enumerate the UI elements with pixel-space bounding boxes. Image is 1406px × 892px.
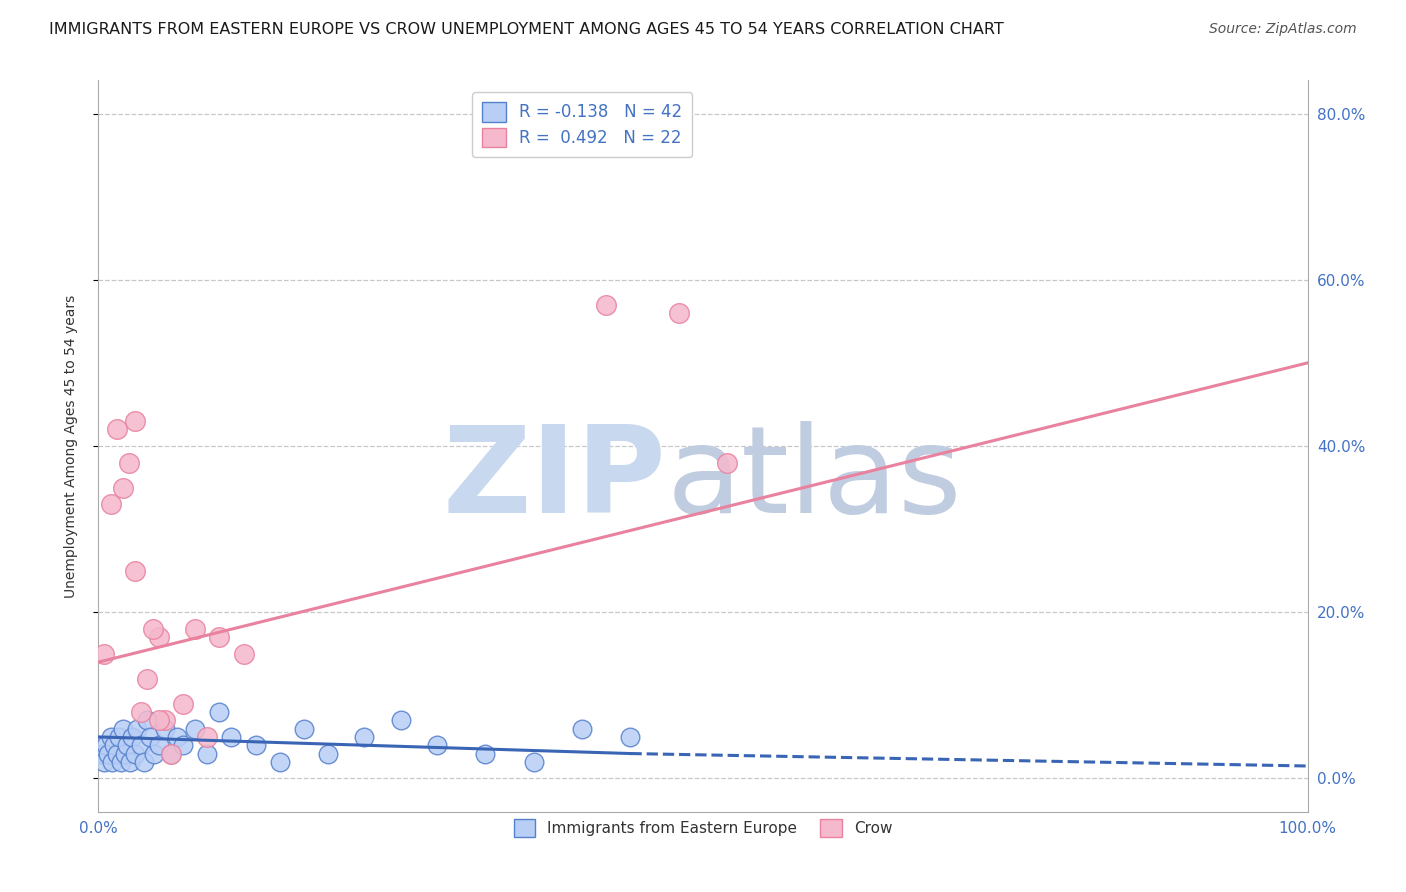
- Point: [135, 714, 157, 728]
- Point: [124, 414, 146, 428]
- Point: [111, 481, 134, 495]
- Point: [103, 738, 125, 752]
- Point: [148, 738, 170, 752]
- Point: [389, 714, 412, 728]
- Point: [245, 738, 267, 752]
- Point: [129, 705, 152, 719]
- Point: [94, 738, 117, 752]
- Point: [118, 755, 141, 769]
- Point: [91, 747, 114, 761]
- Point: [105, 422, 128, 436]
- Point: [124, 747, 146, 761]
- Point: [172, 697, 194, 711]
- Point: [153, 722, 176, 736]
- Point: [716, 456, 738, 470]
- Point: [160, 747, 183, 761]
- Point: [184, 622, 207, 636]
- Point: [93, 755, 115, 769]
- Point: [184, 722, 207, 736]
- Point: [208, 630, 231, 644]
- Point: [110, 755, 132, 769]
- Point: [208, 705, 231, 719]
- Point: [353, 730, 375, 744]
- Point: [166, 730, 188, 744]
- Point: [111, 722, 134, 736]
- Point: [121, 730, 143, 744]
- Point: [316, 747, 339, 761]
- Legend: Immigrants from Eastern Europe, Crow: Immigrants from Eastern Europe, Crow: [506, 812, 900, 845]
- Point: [595, 298, 617, 312]
- Point: [148, 714, 170, 728]
- Point: [108, 730, 131, 744]
- Point: [105, 747, 128, 761]
- Point: [571, 722, 593, 736]
- Point: [100, 730, 122, 744]
- Point: [172, 738, 194, 752]
- Point: [129, 738, 152, 752]
- Point: [127, 722, 149, 736]
- Point: [114, 747, 136, 761]
- Point: [100, 755, 122, 769]
- Point: [139, 730, 162, 744]
- Point: [143, 747, 166, 761]
- Point: [118, 456, 141, 470]
- Point: [124, 564, 146, 578]
- Point: [117, 738, 139, 752]
- Text: atlas: atlas: [666, 421, 962, 538]
- Point: [134, 755, 156, 769]
- Point: [148, 630, 170, 644]
- Point: [142, 622, 165, 636]
- Point: [195, 730, 218, 744]
- Point: [426, 738, 449, 752]
- Point: [523, 755, 546, 769]
- Point: [195, 747, 218, 761]
- Point: [221, 730, 243, 744]
- Text: ZIP: ZIP: [443, 421, 666, 538]
- Point: [93, 647, 115, 661]
- Point: [269, 755, 291, 769]
- Point: [292, 722, 315, 736]
- Point: [160, 747, 183, 761]
- Point: [135, 672, 157, 686]
- Text: IMMIGRANTS FROM EASTERN EUROPE VS CROW UNEMPLOYMENT AMONG AGES 45 TO 54 YEARS CO: IMMIGRANTS FROM EASTERN EUROPE VS CROW U…: [49, 22, 1004, 37]
- Point: [619, 730, 641, 744]
- Point: [668, 306, 690, 320]
- Point: [97, 747, 120, 761]
- Point: [232, 647, 254, 661]
- Y-axis label: Unemployment Among Ages 45 to 54 years: Unemployment Among Ages 45 to 54 years: [63, 294, 77, 598]
- Point: [153, 714, 176, 728]
- Text: Source: ZipAtlas.com: Source: ZipAtlas.com: [1209, 22, 1357, 37]
- Point: [474, 747, 496, 761]
- Point: [100, 497, 122, 511]
